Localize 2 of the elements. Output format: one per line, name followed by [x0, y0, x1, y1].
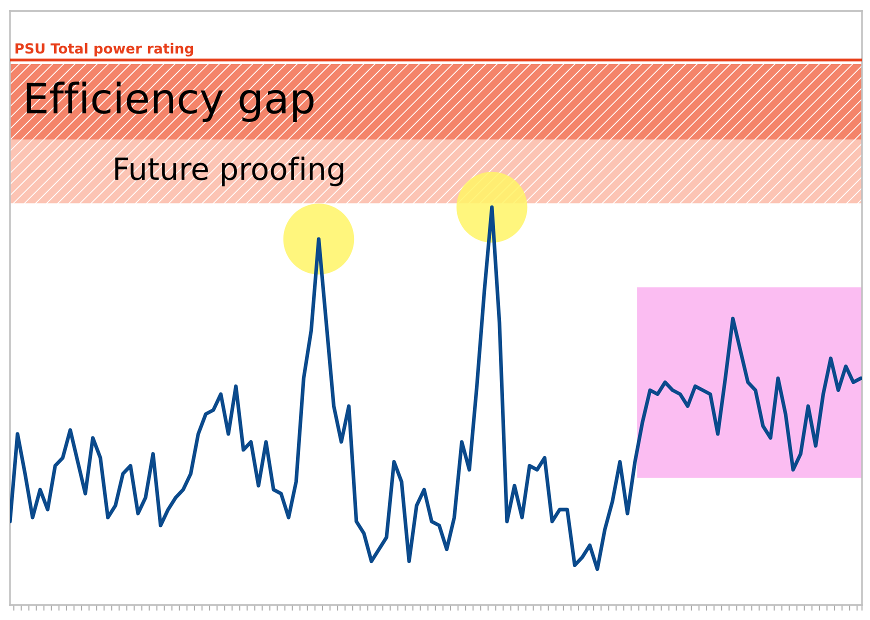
band-label: Future proofing — [115, 156, 344, 186]
ref-line-label: PSU Total power rating — [16, 42, 194, 56]
